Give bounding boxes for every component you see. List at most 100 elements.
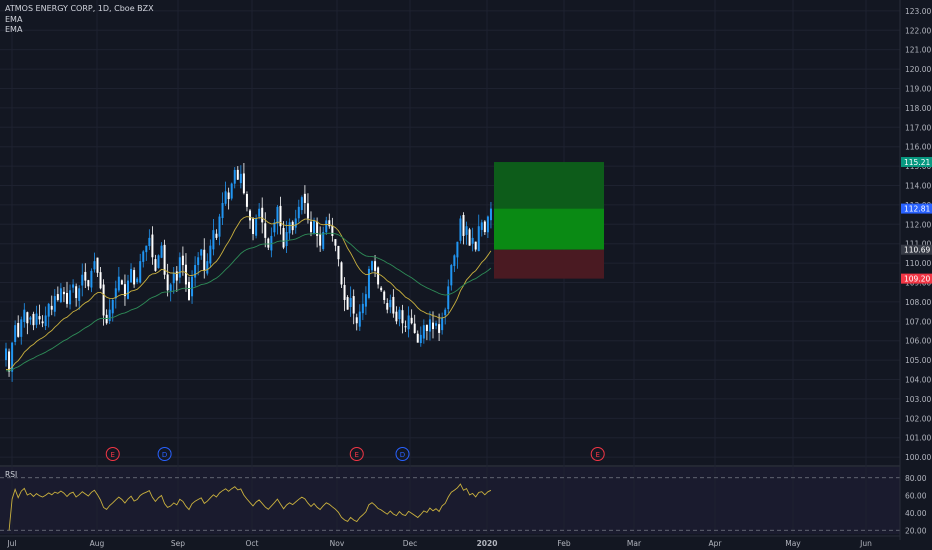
price-tick-label: 102.00 <box>905 414 931 423</box>
candle-body <box>160 245 163 258</box>
candle-body <box>56 294 59 300</box>
candles <box>5 162 492 382</box>
ema-lines <box>5 216 492 372</box>
time-axis[interactable]: Jul Aug Sep Oct Nov Dec 2020 Feb Mar Apr May Jun <box>0 535 900 548</box>
candle-body <box>87 280 90 287</box>
candle-body <box>105 314 108 324</box>
price-tick-label: 100.00 <box>905 453 931 462</box>
candle-body <box>145 245 148 253</box>
event-marker-circle <box>105 447 120 461</box>
candle-body <box>395 311 398 322</box>
candle-body <box>435 323 438 326</box>
candle-body <box>233 169 236 184</box>
candle-body <box>62 291 65 295</box>
candle-body <box>78 288 81 301</box>
candle-body <box>264 223 267 238</box>
price-tick-label: 117.00 <box>905 123 931 132</box>
ema-indicator-2[interactable]: EMA <box>5 25 23 34</box>
long-position-box[interactable] <box>494 162 604 279</box>
candle-body <box>486 216 489 233</box>
candle-body <box>69 290 72 305</box>
candle-body <box>32 313 35 326</box>
candle-body <box>410 317 413 324</box>
candle-body <box>20 319 23 337</box>
candle-body <box>331 225 334 236</box>
candle-body <box>194 265 197 278</box>
candle-body <box>96 257 99 273</box>
candle-body <box>123 284 126 297</box>
candle-body <box>352 296 355 314</box>
candle-body <box>120 280 123 285</box>
candle-body <box>8 351 11 372</box>
candle-body <box>383 291 386 300</box>
candle-body <box>404 326 407 328</box>
candle-body <box>72 284 75 288</box>
price-tick-label: 121.00 <box>905 46 931 55</box>
price-label-text: 109.20 <box>904 275 930 284</box>
time-tick-label: Oct <box>246 539 259 548</box>
candle-body <box>178 257 181 278</box>
price-label-text: 110.69 <box>904 246 930 255</box>
candle-body <box>392 296 395 314</box>
candle-body <box>325 220 328 233</box>
candle-body <box>480 222 483 230</box>
candle-body <box>377 267 380 285</box>
candle-body <box>35 313 38 325</box>
candle-body <box>294 218 297 228</box>
price-tick-label: 118.00 <box>905 104 931 113</box>
candle-body <box>151 234 154 258</box>
ema-indicator-1[interactable]: EMA <box>5 14 23 24</box>
candle-body <box>38 316 41 320</box>
candle-body <box>239 173 242 184</box>
candle-body <box>349 298 352 308</box>
price-label-badge <box>901 203 932 214</box>
candle-body <box>81 274 84 286</box>
candle-body <box>355 317 358 324</box>
price-tick-label: 114.00 <box>905 181 931 190</box>
candle-body <box>453 255 456 266</box>
candle-body <box>444 309 447 316</box>
event-marker-circle <box>590 447 605 461</box>
candle-body <box>374 261 377 271</box>
candle-body <box>261 207 264 223</box>
rsi-tick-label: 40.00 <box>905 509 927 518</box>
candle-body <box>139 261 142 283</box>
candle-body <box>117 276 120 291</box>
candle-body <box>270 235 273 251</box>
time-tick-label: Aug <box>90 539 105 548</box>
candle-body <box>489 208 492 221</box>
rsi-tick-label: 80.00 <box>905 474 927 483</box>
price-label-badge <box>901 244 932 255</box>
candle-body <box>306 203 309 219</box>
candle-body <box>75 286 78 299</box>
candle-body <box>184 264 187 285</box>
candle-body <box>99 272 102 289</box>
symbol-title[interactable]: ATMOS ENERGY CORP, 1D, Cboe BZX <box>5 4 154 13</box>
candle-body <box>133 270 136 285</box>
price-label-text: 115.21 <box>904 158 930 167</box>
time-tick-label: Dec <box>403 539 418 548</box>
price-tick-label: 105.00 <box>905 356 931 365</box>
candle-body <box>41 321 44 324</box>
candle-body <box>346 297 349 310</box>
event-marker-label: E <box>595 451 599 459</box>
time-tick-label: Jul <box>6 539 16 548</box>
candle-body <box>337 245 340 260</box>
candle-body <box>11 342 14 372</box>
price-tick-label: 107.00 <box>905 317 931 326</box>
price-axis[interactable]: 123.00 122.00 121.00 120.00 119.00 118.00 117.… <box>899 0 932 540</box>
candle-body <box>114 288 117 299</box>
time-tick-label: 2020 <box>477 539 498 548</box>
candle-body <box>47 303 50 317</box>
candle-body <box>215 233 218 238</box>
candle-body <box>252 217 255 234</box>
candle-body <box>288 222 291 234</box>
candle-body <box>221 202 224 219</box>
rsi-indicator-label[interactable]: RSI <box>5 470 18 479</box>
candle-body <box>203 249 206 271</box>
candle-body <box>209 245 212 264</box>
candle-body <box>111 299 114 314</box>
candle-body <box>191 276 194 297</box>
